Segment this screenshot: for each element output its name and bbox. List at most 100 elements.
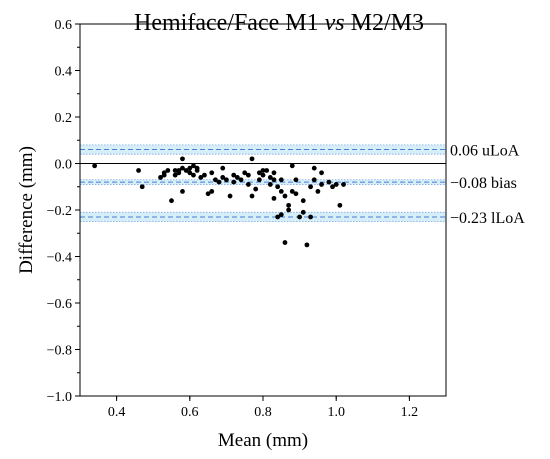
data-point — [256, 170, 262, 176]
data-point — [300, 209, 306, 215]
data-point — [289, 189, 295, 194]
data-point — [278, 212, 284, 218]
data-point — [249, 193, 255, 199]
data-point — [172, 168, 178, 173]
data-point — [293, 177, 299, 183]
data-point — [311, 165, 317, 171]
data-point — [315, 189, 321, 194]
data-point — [256, 177, 262, 183]
data-point — [275, 214, 281, 220]
data-point — [341, 182, 346, 187]
reference-line-labels: 0.06 uLoA −0.08 bias −0.23 lLoA — [450, 143, 525, 227]
chart-title-part-1: Hemiface/Face M1 — [134, 10, 325, 36]
data-point — [161, 170, 167, 176]
data-point — [289, 163, 295, 169]
chart-title-part-2: M2/M3 — [345, 10, 424, 36]
data-point — [278, 177, 284, 183]
data-point — [205, 191, 211, 197]
y-axis-ticks: −1.0 −0.8 −0.6 −0.4 −0.2 0.0 0.2 0.4 0.6 — [47, 18, 80, 405]
data-point — [220, 165, 226, 171]
x-tick-label: 0.6 — [181, 405, 199, 420]
data-point — [136, 168, 141, 173]
data-point — [293, 191, 299, 197]
data-point — [180, 189, 185, 194]
ci-band-2 — [80, 212, 446, 222]
data-point — [267, 175, 273, 180]
ci-band-1 — [80, 179, 446, 185]
data-point — [139, 184, 145, 190]
data-point — [224, 177, 229, 183]
data-point — [271, 170, 277, 176]
y-tick-label: −0.4 — [47, 251, 72, 266]
data-point — [311, 177, 317, 183]
data-point — [202, 172, 207, 178]
y-tick-label: 0.0 — [55, 158, 73, 173]
data-point — [260, 172, 266, 178]
lloa-label: −0.23 lLoA — [450, 210, 525, 227]
ci-band-0 — [80, 144, 446, 155]
data-point — [213, 177, 218, 183]
data-point — [319, 170, 324, 176]
data-point — [304, 242, 310, 248]
y-tick-label: 0.6 — [55, 18, 73, 33]
data-point — [271, 177, 277, 183]
y-tick-label: −0.8 — [47, 344, 72, 359]
data-point — [271, 195, 277, 201]
data-point — [242, 170, 248, 176]
data-point — [180, 156, 185, 162]
data-point — [286, 202, 292, 208]
y-tick-label: −1.0 — [47, 390, 72, 405]
data-point — [308, 214, 313, 220]
data-point — [326, 179, 332, 185]
bias-label: −0.08 bias — [450, 175, 517, 192]
confidence-bands — [80, 144, 446, 223]
data-point — [286, 207, 292, 213]
data-point — [191, 163, 196, 169]
data-point — [209, 189, 215, 194]
chart-title-vs: vs — [325, 10, 345, 36]
data-point — [158, 175, 163, 180]
data-point — [165, 168, 171, 173]
data-point — [319, 182, 324, 187]
data-point — [278, 189, 284, 194]
data-point — [330, 184, 335, 190]
data-point — [297, 214, 302, 220]
reference-lines — [80, 149, 446, 218]
x-tick-label: 1.2 — [401, 405, 419, 420]
chart-title: Hemiface/Face M1 vs M2/M3 — [134, 10, 424, 36]
plot-frame — [79, 23, 447, 397]
data-point — [180, 165, 185, 171]
data-point — [249, 156, 255, 162]
data-point — [187, 165, 193, 171]
data-point — [176, 170, 182, 176]
x-axis-label: Mean (mm) — [218, 430, 308, 451]
data-point — [245, 172, 251, 178]
x-tick-label: 1.0 — [327, 405, 345, 420]
y-axis-label: Difference (mm) — [16, 146, 37, 274]
data-point — [308, 184, 313, 190]
x-tick-label: 0.8 — [254, 405, 272, 420]
data-points — [92, 156, 346, 248]
uloa-label: 0.06 uLoA — [450, 143, 520, 160]
data-point — [169, 198, 174, 204]
data-point — [300, 198, 306, 204]
data-point — [198, 175, 204, 180]
data-point — [333, 182, 339, 187]
data-point — [172, 172, 178, 178]
data-point — [194, 165, 200, 171]
data-point — [282, 240, 288, 245]
y-tick-label: 0.2 — [55, 111, 73, 126]
data-point — [227, 193, 233, 199]
data-point — [231, 179, 237, 185]
y-tick-label: 0.4 — [55, 65, 73, 80]
data-point — [209, 170, 215, 176]
data-point — [337, 202, 343, 208]
data-point — [260, 168, 266, 173]
x-tick-label: 0.4 — [108, 405, 126, 420]
data-point — [282, 193, 288, 199]
y-tick-label: −0.6 — [47, 297, 72, 312]
data-point — [234, 175, 240, 180]
data-point — [92, 163, 98, 169]
data-point — [253, 186, 259, 192]
